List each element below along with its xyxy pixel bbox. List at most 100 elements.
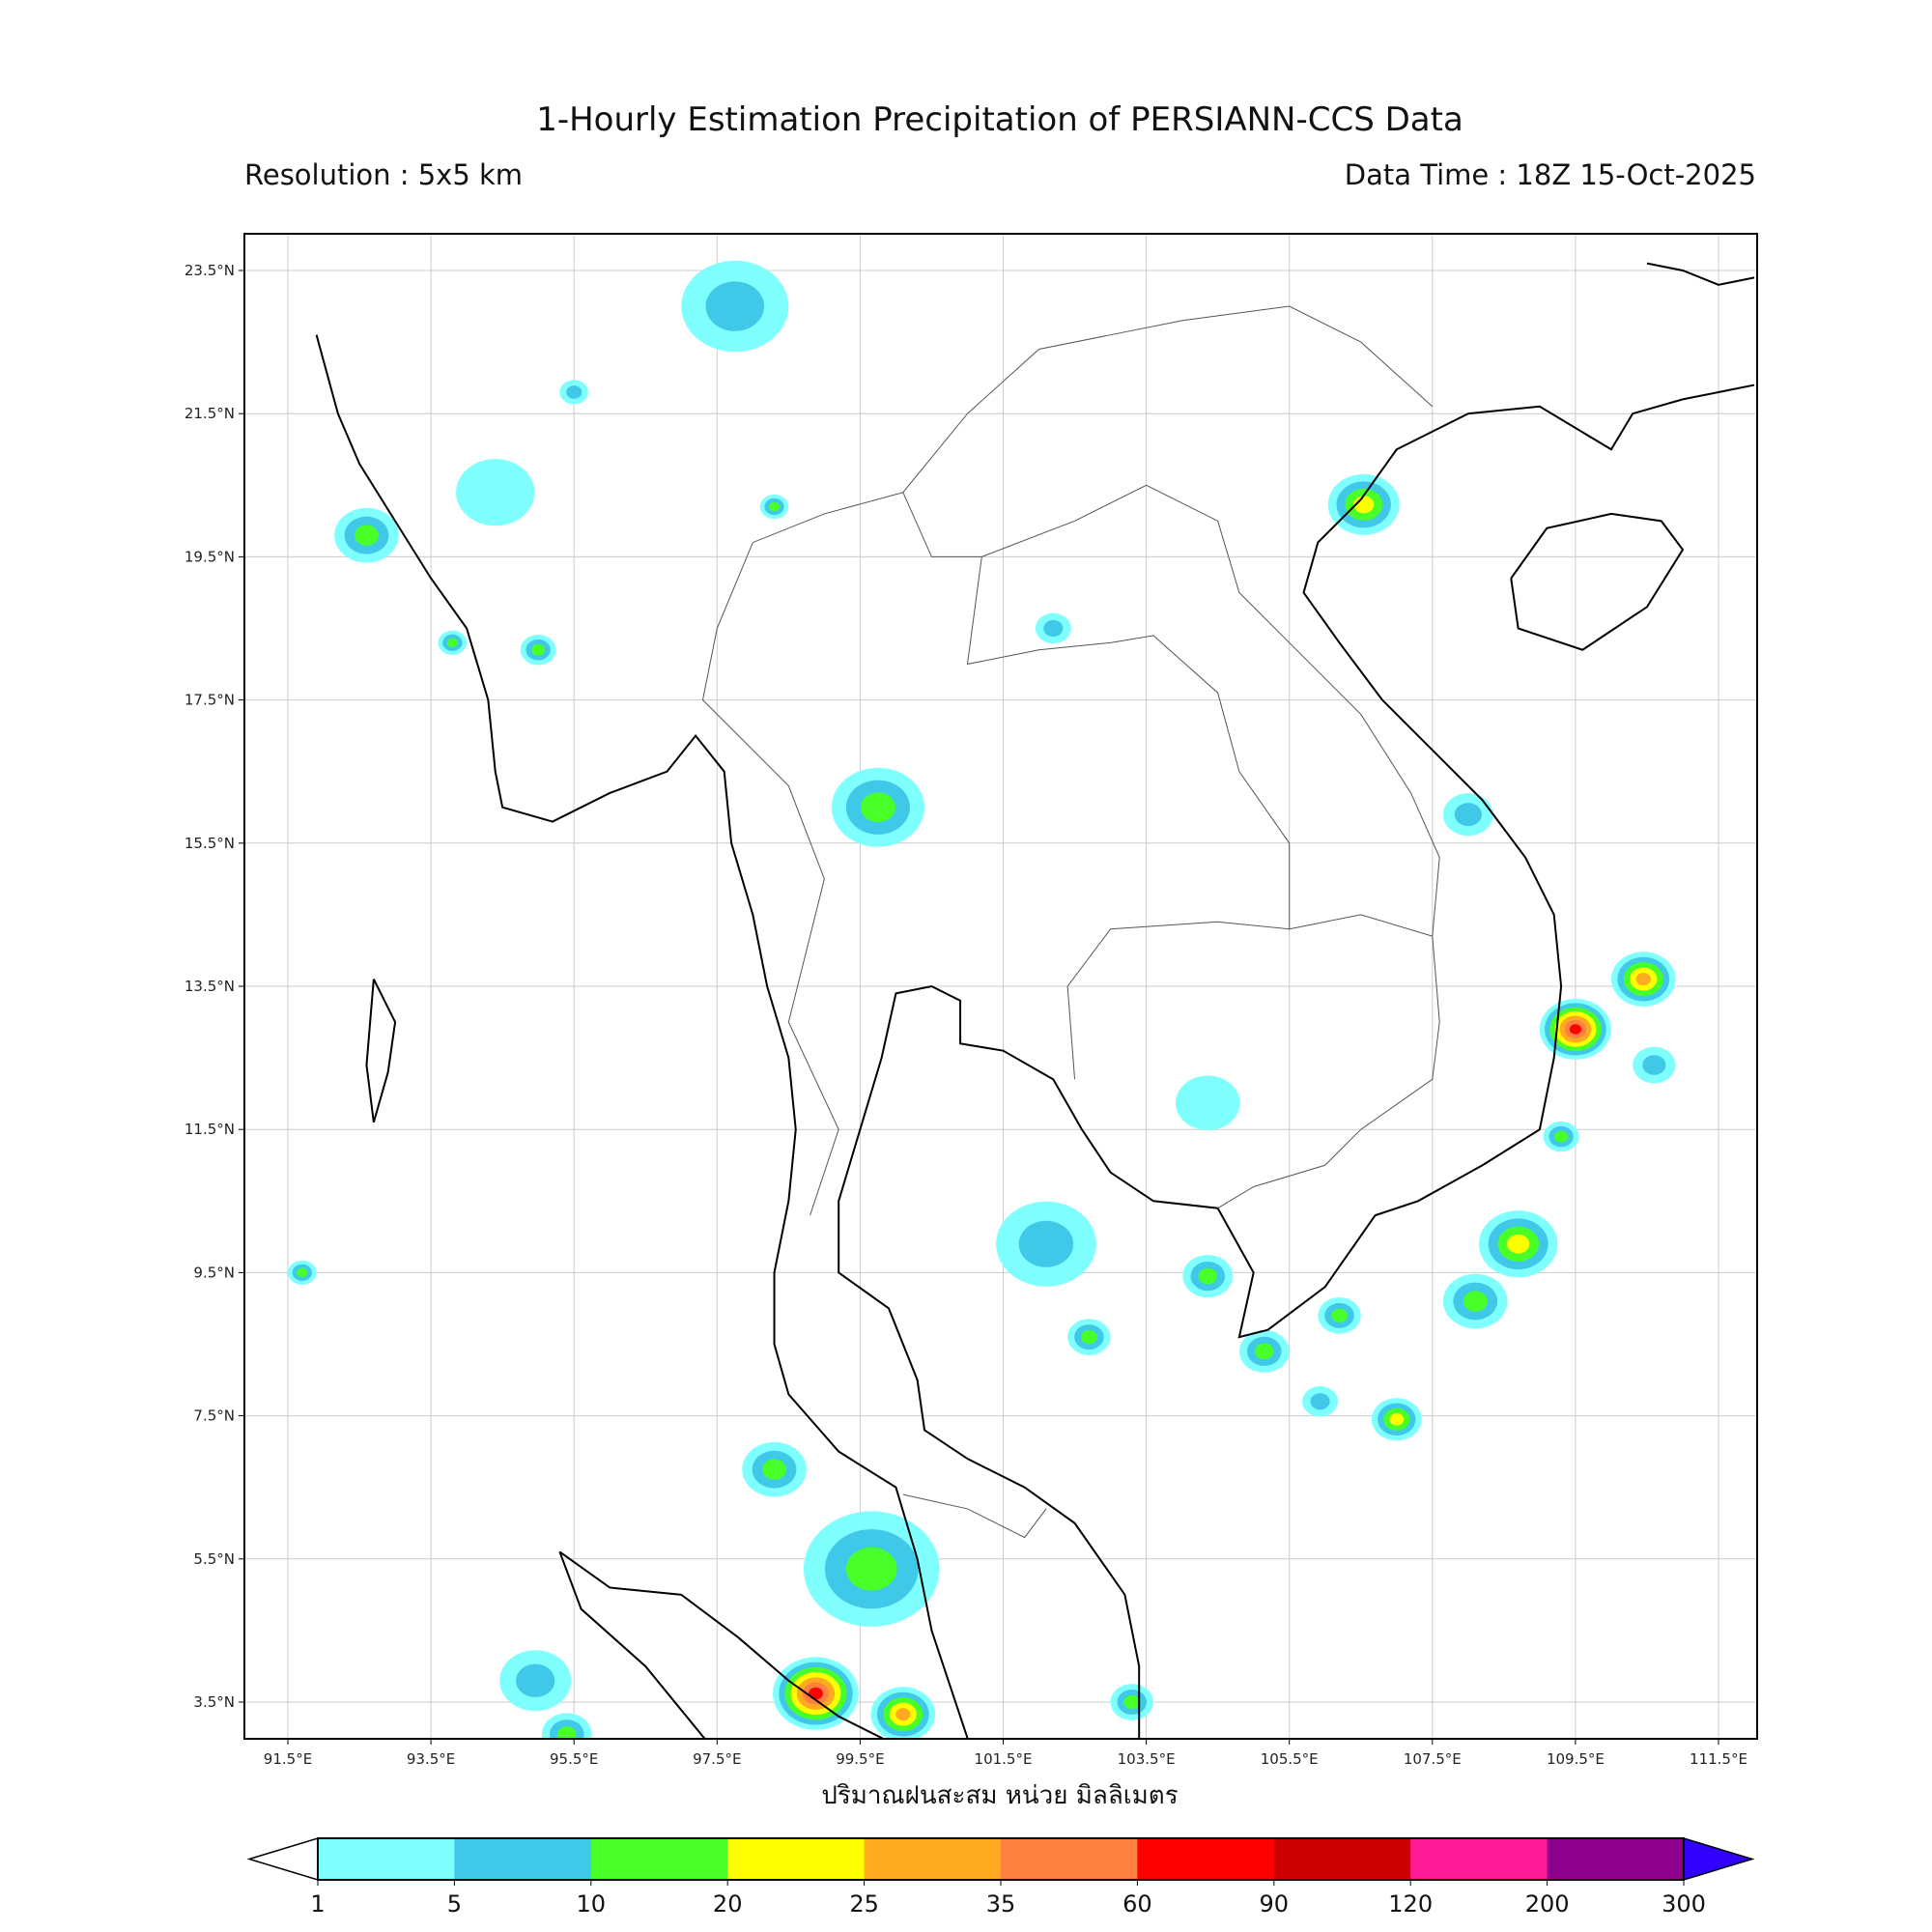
rain-cell (1175, 1075, 1240, 1131)
lon-tick-label: 95.5°E (550, 1750, 598, 1768)
colorbar-tick-label: 35 (986, 1890, 1016, 1918)
rain-cell (557, 1726, 577, 1739)
country-border (716, 492, 1291, 1080)
coastline (365, 979, 397, 1123)
lat-tick-label: 15.5°N (185, 835, 235, 852)
rain-cell (1081, 1330, 1097, 1345)
rain-cell (531, 643, 546, 656)
rain-cell (860, 792, 895, 823)
rain-cell (1310, 1393, 1330, 1410)
lon-tick-label: 105.5°E (1261, 1750, 1319, 1768)
colorbar-swatch (590, 1838, 728, 1880)
precipitation-layer (288, 260, 1676, 1739)
graticule (244, 234, 1757, 1739)
colorbar-label: ปริมาณฝนสะสม หน่วย มิลลิเมตร (821, 1781, 1179, 1810)
lon-tick-label: 99.5°E (836, 1750, 884, 1768)
colorbar-tick-label: 20 (713, 1890, 743, 1918)
rain-cell (1255, 1343, 1274, 1360)
rain-cell (1123, 1694, 1141, 1710)
coastline (1646, 262, 1755, 286)
lat-tick-label: 13.5°N (185, 978, 235, 995)
rain-cell (1569, 1024, 1582, 1035)
rain-cell (1635, 973, 1651, 986)
colorbar-tick-label: 60 (1122, 1890, 1152, 1918)
coastline (838, 384, 1755, 1739)
colorbar-tick-label: 1 (310, 1890, 325, 1918)
rain-cell (1642, 1055, 1666, 1075)
rain-cell (566, 385, 582, 399)
country-border (981, 484, 1440, 937)
lat-tick-label: 9.5°N (193, 1264, 235, 1281)
coastline (558, 1550, 886, 1739)
rain-cell (845, 1547, 897, 1591)
rain-cell (809, 1687, 823, 1700)
colorbar-swatch (318, 1838, 455, 1880)
country-border (902, 1493, 1047, 1539)
rain-cell (1018, 1220, 1074, 1267)
lon-tick-label: 107.5°E (1404, 1750, 1462, 1768)
rain-cell (762, 1459, 787, 1480)
colorbar-swatch (1273, 1838, 1411, 1880)
lon-tick-label: 93.5°E (407, 1750, 455, 1768)
colorbar-tick-label: 10 (577, 1890, 607, 1918)
data-time-label: Data Time : 18Z 15-Oct-2025 (1344, 158, 1756, 191)
country-border (701, 628, 839, 1216)
lat-tick-label: 19.5°N (185, 548, 235, 565)
colorbar-tick-label: 300 (1662, 1890, 1706, 1918)
rain-cell (895, 1708, 911, 1721)
rain-cell (1507, 1234, 1530, 1254)
colorbar-tick-label: 90 (1260, 1890, 1290, 1918)
coastline (558, 1551, 706, 1739)
map-title: 1-Hourly Estimation Precipitation of PER… (536, 100, 1463, 139)
rain-cell (1198, 1267, 1217, 1285)
rain-cell (297, 1267, 308, 1278)
rain-cell (705, 281, 765, 331)
rain-cell (516, 1663, 555, 1697)
colorbar-swatch (1001, 1838, 1138, 1880)
lon-tick-label: 101.5°E (975, 1750, 1033, 1768)
coastlines (315, 262, 1755, 1739)
rain-cell (1389, 1413, 1405, 1426)
colorbar-swatch (727, 1838, 866, 1880)
lat-tick-label: 23.5°N (185, 262, 235, 279)
rain-cell (1331, 1308, 1348, 1322)
lat-ticks: 23.5°N 21.5°N 19.5°N 17.5°N 15.5°N 13.5°N 11.5… (185, 262, 244, 1711)
country-border (902, 305, 1434, 494)
coastline (315, 334, 969, 1739)
colorbar-tick-label: 25 (849, 1890, 879, 1918)
rain-cell (1043, 619, 1064, 638)
rain-cell (446, 638, 458, 648)
rain-cell (1554, 1130, 1569, 1143)
lon-tick-label: 109.5°E (1547, 1750, 1605, 1768)
lon-tick-label: 97.5°E (693, 1750, 741, 1768)
colorbar-swatch (1137, 1838, 1275, 1880)
rain-cell (456, 459, 535, 526)
lon-ticks: 91.5°E 93.5°E 95.5°E 97.5°E 99.5°E 101.5°E 103… (264, 1739, 1747, 1768)
colorbar-swatch (1410, 1838, 1548, 1880)
lat-tick-label: 11.5°N (185, 1121, 235, 1138)
colorbar-tick-label: 120 (1388, 1890, 1433, 1918)
colorbar-tick-label: 5 (447, 1890, 462, 1918)
country-border (1217, 914, 1440, 1209)
lat-tick-label: 3.5°N (193, 1693, 235, 1711)
colorbar-swatch (454, 1838, 592, 1880)
lon-tick-label: 111.5°E (1690, 1750, 1747, 1768)
lat-tick-label: 7.5°N (193, 1407, 235, 1425)
borders (701, 305, 1440, 1539)
colorbar-over-arrow (1683, 1836, 1755, 1882)
lat-tick-label: 17.5°N (185, 692, 235, 709)
rain-cell (768, 501, 781, 512)
coastline (1510, 512, 1685, 651)
lon-tick-label: 91.5°E (264, 1750, 312, 1768)
rain-cell (1454, 803, 1482, 827)
colorbar: 1 5 10 20 25 35 60 90 120 200 300 (246, 1836, 1755, 1918)
colorbar-swatch (864, 1838, 1002, 1880)
lon-tick-label: 103.5°E (1118, 1750, 1176, 1768)
colorbar-tick-label: 200 (1525, 1890, 1570, 1918)
rain-cell (1353, 496, 1375, 514)
rain-cell (1463, 1291, 1488, 1312)
colorbar-under-arrow (246, 1836, 319, 1882)
lat-tick-label: 5.5°N (193, 1550, 235, 1568)
colorbar-swatch (1547, 1838, 1685, 1880)
